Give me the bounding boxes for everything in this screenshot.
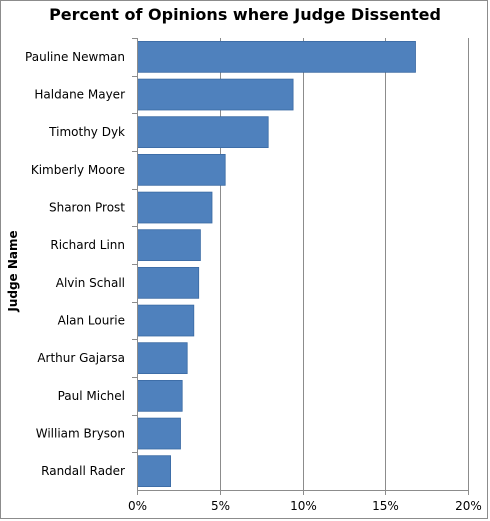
- x-tick-label: 10%: [290, 499, 317, 513]
- label-layer: 0% 5% 10% 15% 20% Pauline Newman Haldane Mayer…: [25, 50, 482, 513]
- category-label: Haldane Mayer: [34, 88, 125, 102]
- category-label: Richard Linn: [50, 238, 125, 252]
- category-label: Arthur Gajarsa: [37, 351, 125, 365]
- x-tick-label: 15%: [372, 499, 399, 513]
- category-label: Sharon Prost: [49, 201, 125, 215]
- x-tick-label: 5%: [211, 499, 230, 513]
- category-label: Pauline Newman: [25, 50, 125, 64]
- bar: [137, 41, 416, 73]
- grid-layer: [220, 38, 469, 490]
- bar: [137, 304, 195, 337]
- x-tick-label: 20%: [455, 499, 482, 513]
- category-label: Kimberly Moore: [31, 163, 125, 177]
- category-label: Alan Lourie: [58, 314, 125, 328]
- axis-layer: [132, 38, 469, 495]
- bar: [137, 191, 213, 224]
- bar: [137, 417, 181, 450]
- chart-title: Percent of Opinions where Judge Dissente…: [49, 5, 441, 24]
- x-tick-label: 0%: [128, 499, 147, 513]
- category-label: Randall Rader: [41, 464, 125, 478]
- bar-layer: [137, 41, 416, 488]
- category-label: Alvin Schall: [56, 276, 125, 290]
- bar: [137, 153, 226, 186]
- bar: [137, 266, 200, 299]
- bar: [137, 78, 294, 111]
- category-label: Paul Michel: [58, 389, 125, 403]
- bar: [137, 116, 269, 148]
- category-label: Timothy Dyk: [48, 125, 125, 139]
- y-axis-title: Judge Name: [6, 230, 20, 312]
- bar: [137, 379, 183, 412]
- category-label: William Bryson: [36, 427, 125, 441]
- bar: [137, 229, 201, 261]
- bar: [137, 342, 188, 375]
- bar: [137, 455, 171, 488]
